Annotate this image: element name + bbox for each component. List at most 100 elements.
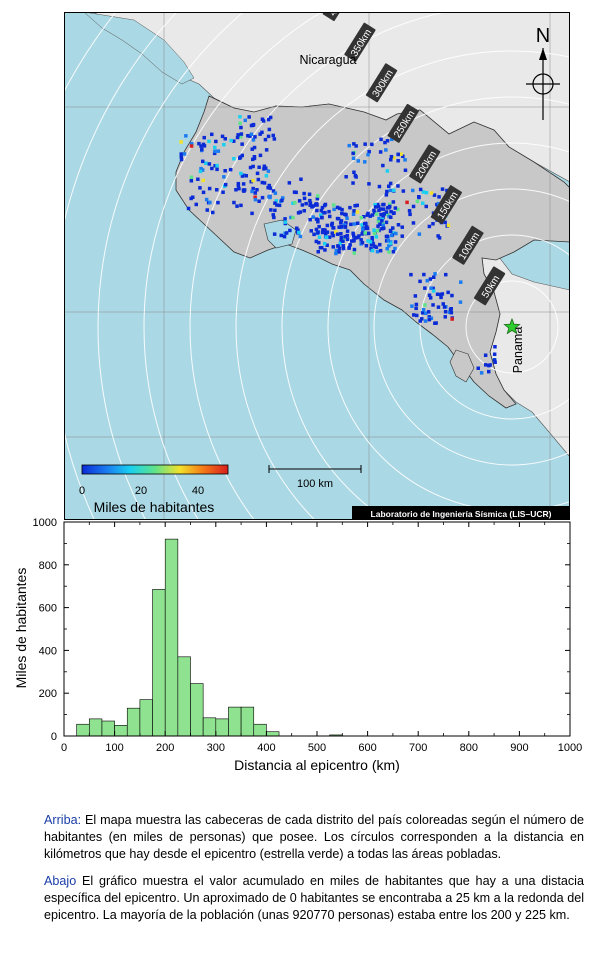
district-marker — [236, 133, 240, 137]
district-marker — [388, 181, 393, 186]
district-marker — [186, 206, 191, 211]
district-marker — [344, 175, 348, 179]
district-marker — [427, 317, 432, 322]
district-marker — [411, 204, 416, 209]
district-marker — [223, 137, 227, 141]
distance-ring — [419, 234, 570, 420]
district-marker — [360, 232, 364, 236]
district-marker — [335, 232, 340, 236]
district-marker — [320, 230, 325, 235]
district-marker — [179, 152, 183, 156]
district-marker — [240, 142, 244, 146]
district-marker — [266, 169, 271, 173]
district-marker — [431, 303, 435, 307]
district-marker — [339, 239, 343, 243]
district-marker — [381, 215, 385, 220]
district-marker — [389, 215, 393, 219]
district-marker — [314, 239, 319, 244]
district-marker — [238, 121, 242, 125]
district-marker — [253, 197, 258, 202]
district-marker — [341, 239, 345, 243]
caption-text-bottom: El gráfico muestra el valor acumulado en… — [44, 874, 584, 922]
y-axis-label: Miles de habitantes — [13, 568, 29, 689]
district-marker — [288, 228, 292, 233]
district-marker — [450, 293, 454, 298]
district-marker — [315, 208, 319, 213]
district-marker — [391, 226, 395, 230]
caption-lead-top: Arriba: — [44, 813, 82, 827]
district-marker — [391, 200, 396, 204]
district-marker — [262, 181, 267, 185]
district-marker — [387, 184, 391, 188]
district-marker — [238, 155, 243, 159]
district-marker — [388, 229, 393, 233]
country-label-nicaragua: Nicaragua — [300, 53, 357, 67]
district-marker — [450, 317, 454, 321]
credit-text: Laboratorio de Ingeniería Sísmica (LIS–U… — [371, 509, 552, 519]
district-marker — [383, 140, 387, 145]
district-marker — [363, 231, 367, 235]
district-marker — [361, 230, 365, 234]
district-marker — [385, 234, 389, 238]
district-marker — [328, 214, 332, 219]
district-marker — [263, 137, 268, 142]
histogram-bar — [101, 720, 115, 737]
district-marker — [424, 311, 428, 315]
district-marker — [394, 231, 398, 236]
district-marker — [236, 181, 241, 186]
district-marker — [444, 272, 448, 277]
district-marker — [375, 249, 380, 254]
district-marker — [427, 315, 431, 319]
district-marker — [228, 167, 233, 172]
district-marker — [345, 229, 350, 233]
district-marker — [437, 236, 442, 240]
district-marker — [492, 352, 497, 356]
histogram-axes: 0 100 200 300 400 500 600 700 800 900 1000 0 200 400 6… — [33, 517, 583, 754]
district-marker — [251, 178, 255, 183]
district-marker — [266, 134, 271, 139]
district-marker — [343, 212, 347, 216]
district-marker — [317, 224, 321, 229]
district-marker — [277, 203, 282, 208]
district-marker — [322, 203, 327, 208]
district-marker — [179, 157, 184, 162]
district-marker — [393, 240, 398, 244]
district-marker — [434, 321, 438, 325]
district-marker — [352, 142, 356, 146]
district-marker — [308, 203, 312, 207]
district-marker — [488, 363, 492, 367]
district-marker — [418, 319, 422, 323]
district-marker — [438, 292, 443, 297]
district-marker — [421, 308, 426, 312]
district-marker — [373, 205, 378, 209]
histogram-bar — [152, 589, 166, 737]
district-marker — [342, 223, 347, 227]
district-marker — [417, 195, 421, 199]
district-marker — [295, 226, 299, 230]
lake-nicaragua — [83, 12, 195, 85]
district-marker — [359, 216, 364, 220]
district-marker — [207, 139, 211, 144]
district-marker — [229, 138, 233, 143]
district-marker — [262, 167, 266, 171]
histogram-bar — [164, 538, 179, 737]
district-marker — [198, 169, 203, 174]
district-marker — [300, 203, 305, 207]
district-marker — [412, 313, 416, 317]
district-marker — [384, 148, 388, 152]
caption-paragraph-bottom: Abajo El gráfico muestra el valor acumul… — [44, 873, 584, 924]
district-marker — [348, 243, 352, 247]
district-marker — [289, 215, 293, 220]
district-marker — [493, 360, 497, 364]
district-marker — [356, 159, 360, 163]
district-marker — [349, 222, 353, 227]
district-marker — [232, 200, 236, 205]
district-marker — [343, 225, 348, 229]
histogram-bar — [177, 656, 191, 737]
district-marker — [431, 286, 435, 291]
district-marker — [352, 247, 357, 252]
district-marker — [272, 137, 277, 141]
district-marker — [258, 132, 262, 136]
district-marker — [202, 144, 207, 148]
district-marker — [370, 236, 374, 240]
